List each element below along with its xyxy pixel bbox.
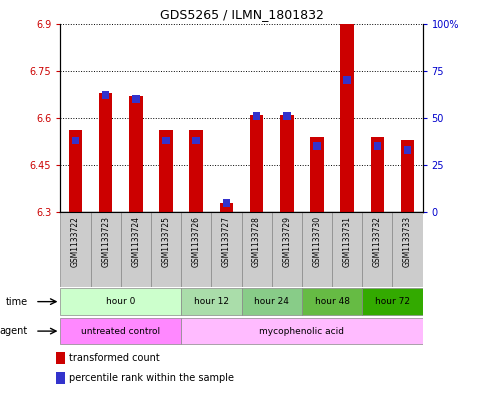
- Text: GSM1133724: GSM1133724: [131, 216, 141, 267]
- Bar: [121, 212, 151, 287]
- Bar: [343, 76, 351, 84]
- Bar: [271, 212, 302, 287]
- Bar: [373, 142, 381, 150]
- Bar: [250, 115, 263, 212]
- Text: hour 0: hour 0: [106, 297, 135, 306]
- Text: GSM1133729: GSM1133729: [282, 216, 291, 267]
- Bar: [151, 212, 181, 287]
- Bar: [283, 112, 291, 120]
- Bar: [302, 212, 332, 287]
- Bar: [129, 96, 142, 212]
- Bar: [362, 288, 423, 315]
- Bar: [332, 212, 362, 287]
- Bar: [69, 130, 82, 212]
- Text: GSM1133726: GSM1133726: [192, 216, 201, 267]
- Bar: [60, 318, 181, 344]
- Text: GSM1133727: GSM1133727: [222, 216, 231, 267]
- Bar: [280, 115, 294, 212]
- Bar: [189, 130, 203, 212]
- Text: hour 24: hour 24: [254, 297, 289, 306]
- Bar: [393, 212, 423, 287]
- Bar: [132, 95, 140, 103]
- Bar: [56, 372, 65, 384]
- Bar: [192, 137, 200, 144]
- Bar: [181, 318, 423, 344]
- Bar: [60, 212, 91, 287]
- Text: time: time: [6, 297, 28, 307]
- Bar: [181, 212, 212, 287]
- Bar: [102, 92, 110, 99]
- Title: GDS5265 / ILMN_1801832: GDS5265 / ILMN_1801832: [159, 8, 324, 21]
- Text: hour 48: hour 48: [314, 297, 350, 306]
- Text: GSM1133732: GSM1133732: [373, 216, 382, 267]
- Text: untreated control: untreated control: [81, 327, 160, 336]
- Text: GSM1133722: GSM1133722: [71, 216, 80, 267]
- Bar: [313, 142, 321, 150]
- Text: GSM1133731: GSM1133731: [342, 216, 352, 267]
- Text: hour 72: hour 72: [375, 297, 410, 306]
- Bar: [302, 288, 362, 315]
- Bar: [223, 199, 230, 207]
- Bar: [242, 288, 302, 315]
- Text: hour 12: hour 12: [194, 297, 229, 306]
- Bar: [242, 212, 271, 287]
- Bar: [181, 288, 242, 315]
- Bar: [71, 137, 79, 144]
- Bar: [162, 137, 170, 144]
- Bar: [362, 212, 393, 287]
- Text: GSM1133733: GSM1133733: [403, 216, 412, 267]
- Text: transformed count: transformed count: [69, 353, 160, 363]
- Text: agent: agent: [0, 326, 28, 336]
- Bar: [253, 112, 260, 120]
- Bar: [370, 137, 384, 212]
- Text: percentile rank within the sample: percentile rank within the sample: [69, 373, 234, 383]
- Bar: [310, 137, 324, 212]
- Bar: [404, 146, 412, 154]
- Bar: [212, 212, 242, 287]
- Bar: [159, 130, 173, 212]
- Text: GSM1133725: GSM1133725: [161, 216, 170, 267]
- Bar: [60, 288, 181, 315]
- Bar: [56, 352, 65, 364]
- Text: GSM1133723: GSM1133723: [101, 216, 110, 267]
- Bar: [401, 140, 414, 212]
- Bar: [341, 24, 354, 212]
- Bar: [220, 203, 233, 212]
- Text: mycophenolic acid: mycophenolic acid: [259, 327, 344, 336]
- Bar: [99, 93, 113, 212]
- Text: GSM1133728: GSM1133728: [252, 216, 261, 267]
- Text: GSM1133730: GSM1133730: [313, 216, 322, 267]
- Bar: [91, 212, 121, 287]
